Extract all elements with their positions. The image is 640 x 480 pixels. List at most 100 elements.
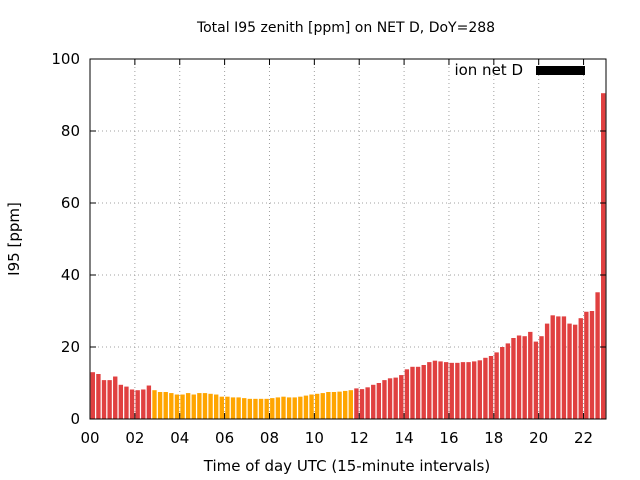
- bar: [427, 362, 432, 419]
- bar: [589, 311, 595, 419]
- bar: [214, 394, 219, 419]
- bar: [90, 372, 95, 419]
- x-tick-label: 00: [80, 429, 99, 447]
- bar: [236, 397, 241, 419]
- bar: [494, 352, 499, 419]
- chart-title: Total I95 zenith [ppm] on NET D, DoY=288: [196, 20, 495, 36]
- x-tick-label: 02: [125, 429, 144, 447]
- bar: [455, 362, 460, 419]
- x-axis-label: Time of day UTC (15-minute intervals): [203, 457, 490, 475]
- bar: [505, 343, 511, 419]
- plot-frame: [89, 58, 607, 420]
- y-tick-label: 80: [61, 122, 80, 140]
- y-tick-label: 60: [61, 194, 80, 212]
- bar: [202, 393, 208, 419]
- x-tick-label: 06: [215, 429, 234, 447]
- x-tick-label: 12: [350, 429, 369, 447]
- bar: [443, 362, 449, 419]
- x-tick-label: 20: [529, 429, 548, 447]
- bar: [180, 394, 185, 419]
- bar: [472, 361, 477, 419]
- x-tick-label: 22: [574, 429, 593, 447]
- grid-layer: [90, 59, 606, 419]
- bar: [107, 380, 112, 419]
- y-axis-label: I95 [ppm]: [5, 202, 23, 276]
- y-tick-label: 20: [61, 338, 80, 356]
- bar: [567, 323, 572, 419]
- bar: [101, 380, 107, 419]
- bar: [286, 397, 292, 419]
- bar: [258, 398, 264, 419]
- x-tick-label: 16: [439, 429, 458, 447]
- bar: [191, 394, 196, 419]
- bar: [393, 377, 398, 419]
- bar: [135, 390, 140, 419]
- bar: [539, 336, 544, 419]
- bar: [292, 397, 297, 419]
- bar: [337, 391, 342, 419]
- bar: [309, 394, 314, 419]
- legend-label: ion net D: [454, 61, 523, 79]
- bar: [500, 347, 505, 419]
- bar: [146, 385, 152, 419]
- bar: [421, 365, 426, 419]
- bar: [326, 392, 331, 419]
- bar: [359, 389, 365, 419]
- x-tick-label: 08: [260, 429, 279, 447]
- bar: [354, 388, 359, 419]
- bar: [533, 341, 539, 419]
- bar: [163, 392, 168, 419]
- bar: [219, 396, 224, 419]
- bar: [477, 360, 482, 419]
- bar: [331, 392, 337, 419]
- bars-layer: [90, 93, 606, 419]
- bar: [578, 318, 583, 419]
- bar: [483, 357, 488, 419]
- bar: [185, 393, 191, 419]
- y-tick-label: 100: [51, 50, 80, 68]
- bar: [314, 393, 320, 419]
- bar: [522, 336, 527, 419]
- bar: [376, 383, 382, 419]
- bar: [415, 366, 421, 419]
- bar: [174, 394, 180, 419]
- bar: [208, 393, 213, 419]
- bar: [320, 393, 325, 419]
- bar: [303, 395, 309, 419]
- bar: [460, 362, 466, 419]
- x-tick-label: 18: [484, 429, 503, 447]
- bar: [387, 378, 393, 419]
- bar: [561, 316, 567, 419]
- bar: [247, 398, 253, 419]
- bar: [281, 396, 286, 419]
- bar: [298, 396, 303, 419]
- bar: [197, 393, 202, 419]
- bar: [432, 360, 438, 419]
- bar: [348, 390, 353, 419]
- bar: [343, 390, 348, 419]
- bar: [595, 292, 600, 419]
- y-tick-label: 40: [61, 266, 80, 284]
- bar: [225, 396, 230, 419]
- bar: [399, 375, 404, 419]
- bar: [253, 398, 258, 419]
- bar: [230, 397, 236, 419]
- bar: [371, 384, 376, 419]
- bar: [488, 356, 494, 419]
- ticks-layer: 0 20 40 60 80 100 00 02 04 06 08 10 12 14 16 18 20 22: [51, 50, 606, 447]
- bar: [365, 387, 370, 419]
- bar: [275, 397, 281, 419]
- bar: [601, 93, 606, 419]
- x-tick-label: 04: [170, 429, 189, 447]
- bar: [382, 380, 387, 419]
- bar: [516, 335, 522, 419]
- bar: [242, 398, 247, 419]
- bar: [124, 386, 129, 419]
- legend-swatch: [536, 66, 585, 75]
- bar: [404, 369, 410, 419]
- bar: [264, 398, 269, 419]
- bar: [113, 376, 118, 419]
- bar: [544, 323, 550, 419]
- bar: [438, 361, 443, 419]
